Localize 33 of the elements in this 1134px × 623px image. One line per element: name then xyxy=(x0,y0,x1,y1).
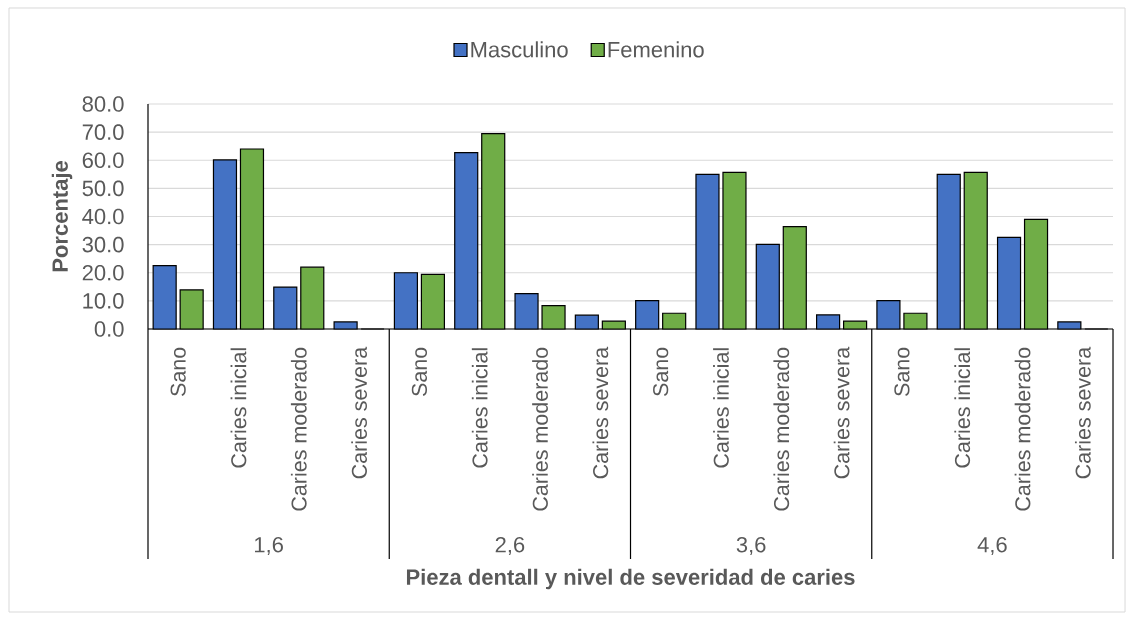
x-tick-label: Caries severa xyxy=(592,346,609,479)
text: 3,6 xyxy=(736,536,766,556)
y-tick-label: 30.0 xyxy=(82,236,124,253)
x-tick-label: Sano xyxy=(411,347,428,397)
x-tick-label: Sano xyxy=(170,347,186,397)
y-tick-label: 80.0 xyxy=(82,96,124,112)
text: 4,6 xyxy=(977,536,1007,556)
x-tick-label: Sano xyxy=(653,347,669,397)
x-tick-label: Caries moderado xyxy=(290,347,307,511)
y-tick-label: 10.0 xyxy=(83,293,124,309)
x-tick-label: Caries severa xyxy=(1074,346,1091,479)
x-tick-label: Caries severa xyxy=(833,346,850,479)
x-tick-label: Caries moderado xyxy=(1014,347,1031,511)
x-tick-label: Caries inicial xyxy=(954,348,971,468)
x-tick-label: Sano xyxy=(894,347,910,397)
y-tick-label: 50.0 xyxy=(82,180,124,197)
y-tick-label: 20.0 xyxy=(82,264,124,281)
x-tick-label: Caries inicial xyxy=(471,348,488,468)
y-tick-label: 0.0 xyxy=(94,321,124,337)
legend-label: Masculino xyxy=(471,41,568,58)
y-tick-label: 70.0 xyxy=(82,124,124,140)
x-tick-label: Caries severa xyxy=(351,346,367,479)
y-tick-label: 40.0 xyxy=(82,208,124,225)
y-axis-title: Porcentaje xyxy=(51,161,73,272)
y-tick-label: 60.0 xyxy=(82,152,124,169)
x-tick-label: Caries inicial xyxy=(713,348,729,468)
x-tick-label: Caries moderado xyxy=(532,347,548,511)
x-tick-label: Caries inicial xyxy=(230,348,247,468)
text: 1,6 xyxy=(255,536,283,556)
x-axis-title: Pieza dentall y nivel de severidad de caries xyxy=(406,568,855,590)
legend-label: Femenino xyxy=(608,41,704,58)
text: 2,6 xyxy=(495,536,525,556)
x-tick-label: Caries moderado xyxy=(773,347,790,511)
